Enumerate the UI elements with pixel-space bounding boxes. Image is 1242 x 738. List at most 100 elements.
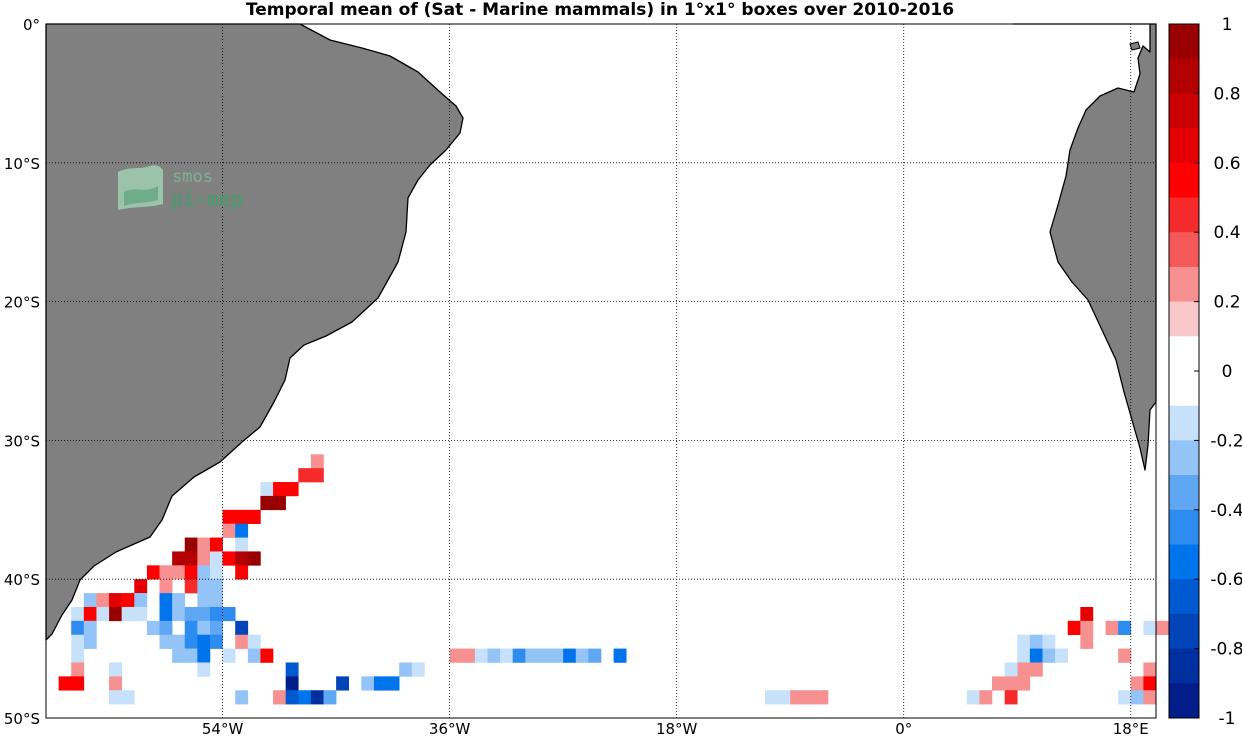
- colorbar-swatch: [1169, 613, 1199, 649]
- colorbar-swatch: [1169, 301, 1199, 337]
- colorbar-swatch: [1169, 475, 1199, 511]
- data-cell: [197, 593, 211, 608]
- data-cells: [58, 454, 1169, 705]
- data-cell: [197, 620, 211, 636]
- colorbar-tick-label: 1: [1222, 15, 1233, 35]
- logo-line2: pi-mep: [171, 187, 243, 211]
- colorbar-swatch: [1169, 24, 1199, 60]
- data-cell: [209, 565, 223, 580]
- colorbar-swatch: [1169, 579, 1199, 615]
- data-cell: [96, 593, 110, 608]
- chart-title: Temporal mean of (Sat - Marine mammals) …: [246, 0, 954, 20]
- data-cell: [373, 676, 387, 691]
- data-cell: [310, 468, 324, 483]
- colorbar-swatches: [1169, 24, 1199, 719]
- data-cell: [184, 551, 198, 566]
- data-cell: [209, 537, 223, 552]
- data-cell: [109, 606, 122, 622]
- y-tick-label: 20°S: [4, 294, 40, 312]
- data-cell: [1042, 648, 1056, 663]
- data-cell: [197, 579, 211, 594]
- data-cell: [134, 593, 148, 608]
- data-cell: [550, 648, 564, 663]
- colorbar-tick-label: -0.4: [1210, 501, 1242, 521]
- data-cell: [159, 606, 173, 622]
- data-cell: [474, 648, 488, 663]
- data-cell: [1029, 662, 1043, 677]
- data-cell: [979, 690, 993, 705]
- data-cell: [1080, 620, 1094, 636]
- data-cell: [323, 690, 337, 705]
- colorbar-swatch: [1169, 648, 1199, 684]
- data-cell: [273, 690, 286, 705]
- data-cell: [1017, 634, 1031, 649]
- data-cell: [71, 676, 85, 691]
- data-cell: [563, 648, 577, 663]
- data-cell: [310, 690, 324, 705]
- data-cell: [235, 620, 249, 636]
- data-cell: [285, 690, 299, 705]
- data-cell: [575, 648, 589, 663]
- data-cell: [247, 648, 261, 663]
- colorbar-tick-label: -0.2: [1210, 431, 1242, 451]
- data-cell: [247, 634, 261, 649]
- y-tick-label: 10°S: [4, 155, 40, 173]
- data-cell: [1130, 690, 1144, 705]
- land-africa: [1012, 23, 1157, 471]
- data-cell: [1017, 648, 1031, 663]
- colorbar-swatch: [1169, 93, 1199, 129]
- colorbar-tick-label: 0.4: [1213, 223, 1240, 243]
- colorbar: 1 0.8 0.6 0.4 0.2 0 -0.2 -0.4 -0.6 -0.8 -1: [1168, 15, 1242, 729]
- data-cell: [235, 565, 249, 580]
- data-cell: [71, 606, 85, 622]
- colorbar-swatch: [1169, 266, 1199, 302]
- data-cell: [790, 690, 804, 705]
- data-cell: [109, 690, 122, 705]
- data-cell: [197, 634, 211, 649]
- data-cell: [197, 662, 211, 677]
- data-cell: [209, 551, 223, 566]
- data-cell: [184, 565, 198, 580]
- data-cell: [121, 606, 135, 622]
- y-tick-label: 30°S: [4, 432, 40, 450]
- x-tick-label: 36°W: [429, 720, 471, 738]
- data-cell: [71, 648, 85, 663]
- x-tick-label: 0°: [895, 720, 912, 738]
- data-cell: [184, 648, 198, 663]
- colorbar-swatch: [1169, 683, 1199, 719]
- data-cell: [159, 620, 173, 636]
- data-cell: [71, 634, 85, 649]
- data-cell: [159, 579, 173, 594]
- colorbar-swatch: [1169, 128, 1199, 164]
- data-cell: [247, 509, 261, 524]
- data-cell: [1118, 690, 1132, 705]
- data-cell: [411, 662, 425, 677]
- data-cell: [992, 676, 1005, 691]
- data-cell: [512, 648, 526, 663]
- data-cell: [71, 620, 85, 636]
- colorbar-tick-label: 0: [1222, 362, 1233, 382]
- data-cell: [1042, 634, 1056, 649]
- colorbar-tick-label: -1: [1219, 709, 1236, 729]
- data-cell: [109, 662, 122, 677]
- data-cell: [109, 593, 122, 608]
- data-cell: [285, 676, 299, 691]
- x-axis-ticks: 54°W 36°W 18°W 0° 18°E: [202, 720, 1149, 738]
- data-cell: [1080, 606, 1094, 622]
- colorbar-tick-label: -0.6: [1210, 570, 1242, 590]
- data-cell: [1029, 648, 1043, 663]
- data-cell: [273, 495, 286, 511]
- data-cell: [487, 648, 501, 663]
- data-cell: [1143, 662, 1157, 677]
- data-cell: [159, 593, 173, 608]
- data-cell: [235, 509, 249, 524]
- data-cell: [172, 593, 186, 608]
- data-cell: [260, 495, 274, 511]
- smos-pi-mep-logo: smos pi-mep: [118, 165, 243, 211]
- data-cell: [222, 551, 236, 566]
- data-cell: [197, 551, 211, 566]
- colorbar-swatch: [1169, 509, 1199, 545]
- island: [1129, 41, 1141, 51]
- data-cell: [209, 620, 223, 636]
- y-tick-label: 50°S: [4, 710, 40, 728]
